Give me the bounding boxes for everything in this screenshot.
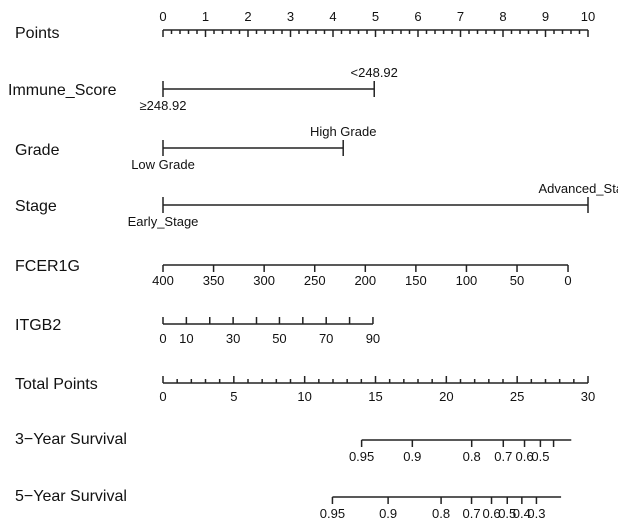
tick-label: 0.3 <box>527 506 545 521</box>
tick-label: 0.95 <box>320 506 345 521</box>
row-label: ITGB2 <box>15 317 61 334</box>
tick-label: High Grade <box>310 124 376 139</box>
tick-label: 0.9 <box>403 449 421 464</box>
row-immune_score: Immune_Score ≥248.92 <248.92 <box>8 65 398 113</box>
row-fcer1g: FCER1G 400 350 300 250 200 150 100 50 0 <box>15 258 572 288</box>
tick-label: 0.8 <box>463 449 481 464</box>
tick-label: 0 <box>159 389 166 404</box>
row-points: Points 0 1 2 3 4 5 6 7 8 9 10 <box>15 9 595 42</box>
row-total_points: Total Points 0 5 10 15 20 25 30 <box>15 376 595 404</box>
tick-label: 70 <box>319 331 333 346</box>
row-label: 3−Year Survival <box>15 431 127 448</box>
tick-label: Low Grade <box>131 157 195 172</box>
tick-label: 7 <box>457 9 464 24</box>
tick-label: 0.6 <box>482 506 500 521</box>
tick-label: 0.6 <box>515 449 533 464</box>
tick-label: 0.5 <box>498 506 516 521</box>
tick-label: 250 <box>304 273 326 288</box>
row-itgb2: ITGB2 0 10 30 50 70 90 <box>15 317 380 346</box>
row-label: Total Points <box>15 376 98 393</box>
tick-label: 0.5 <box>531 449 549 464</box>
tick-label: 400 <box>152 273 174 288</box>
row-survival_5y: 5−Year Survival 0.95 0.9 0.8 0.7 0.60.50.40.3 <box>15 488 562 521</box>
row-grade: Grade Low Grade High Grade <box>15 124 376 172</box>
tick-label: 20 <box>439 389 453 404</box>
tick-label: 3 <box>287 9 294 24</box>
tick-label: 0 <box>159 331 166 346</box>
tick-label: Advanced_Stage <box>538 181 618 196</box>
tick-label: 90 <box>366 331 380 346</box>
tick-label: 0.7 <box>494 449 512 464</box>
tick-label: 10 <box>581 9 595 24</box>
tick-label: 5 <box>230 389 237 404</box>
tick-label: 0.95 <box>349 449 374 464</box>
tick-label: 0 <box>159 9 166 24</box>
row-label: Immune_Score <box>8 82 117 99</box>
tick-label: 350 <box>203 273 225 288</box>
tick-label: 0.4 <box>513 506 531 521</box>
tick-label: 0 <box>564 273 571 288</box>
row-label: 5−Year Survival <box>15 488 127 505</box>
tick-label: 6 <box>414 9 421 24</box>
tick-label: 8 <box>499 9 506 24</box>
tick-label: 300 <box>253 273 275 288</box>
tick-label: 100 <box>456 273 478 288</box>
tick-label: 9 <box>542 9 549 24</box>
tick-label: 50 <box>272 331 286 346</box>
tick-label: 25 <box>510 389 524 404</box>
tick-label: 10 <box>179 331 193 346</box>
row-survival_3y: 3−Year Survival 0.95 0.9 0.8 0.7 0.60.5 <box>15 431 572 464</box>
row-label: FCER1G <box>15 258 80 275</box>
tick-label: 15 <box>368 389 382 404</box>
tick-label: <248.92 <box>351 65 398 80</box>
tick-label: 5 <box>372 9 379 24</box>
tick-label: 0.7 <box>463 506 481 521</box>
tick-label: 0.8 <box>432 506 450 521</box>
tick-label: 30 <box>581 389 595 404</box>
tick-label: 0.9 <box>379 506 397 521</box>
tick-label: 2 <box>244 9 251 24</box>
tick-label: 4 <box>329 9 336 24</box>
tick-label: 10 <box>297 389 311 404</box>
row-label: Points <box>15 25 59 42</box>
tick-label: 200 <box>354 273 376 288</box>
tick-label: 1 <box>202 9 209 24</box>
tick-label: 50 <box>510 273 524 288</box>
row-label: Grade <box>15 142 60 159</box>
row-stage: Stage Early_Stage Advanced_Stage <box>15 181 618 229</box>
tick-label: 30 <box>226 331 240 346</box>
row-label: Stage <box>15 198 57 215</box>
tick-label: 150 <box>405 273 427 288</box>
tick-label: Early_Stage <box>128 214 199 229</box>
tick-label: ≥248.92 <box>140 98 187 113</box>
